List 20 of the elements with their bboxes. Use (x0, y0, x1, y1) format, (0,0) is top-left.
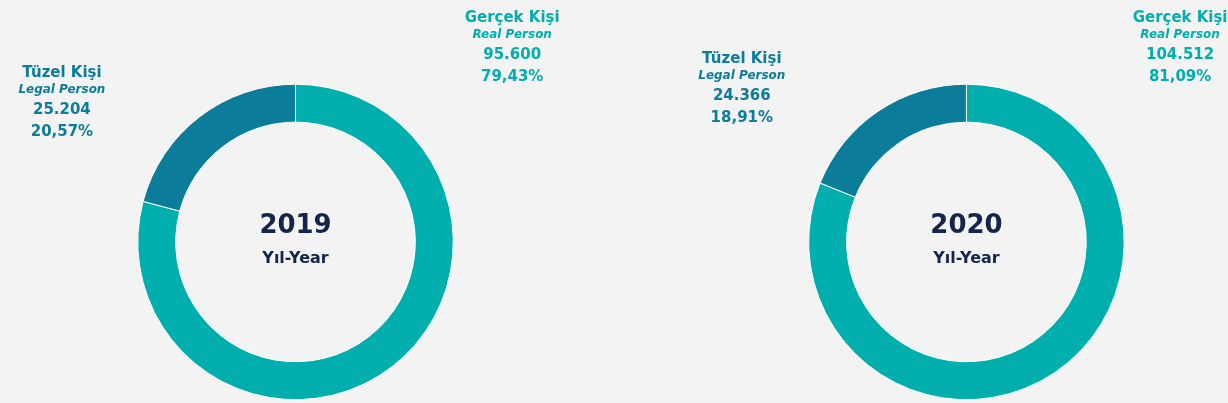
data-label: 104.512 (1145, 45, 1215, 64)
text: 20,57% (30, 122, 94, 141)
slice-label: Tüzel Kişi (22, 63, 102, 82)
text: Real Person (472, 27, 552, 42)
data-label: 95.600 (483, 45, 542, 64)
text: Yıl-Year (932, 247, 1000, 267)
text: 18,91% (710, 108, 773, 127)
text: Legal Person (18, 82, 106, 97)
slice-label: Tüzel Kişi (702, 49, 782, 68)
slice-label: Gerçek Kişi (1132, 8, 1228, 27)
text: 81,09% (1148, 67, 1212, 86)
text: 2019 (259, 208, 332, 239)
text: Legal Person (698, 68, 786, 83)
slice-label: Gerçek Kişi (464, 8, 560, 27)
data-label: 24.366 (712, 86, 771, 105)
data-label: 25.204 (33, 100, 91, 119)
text: 79,43% (480, 67, 544, 86)
text: 2020 (930, 208, 1003, 239)
text: Real Person (1140, 27, 1220, 42)
text: Yıl-Year (261, 247, 329, 267)
